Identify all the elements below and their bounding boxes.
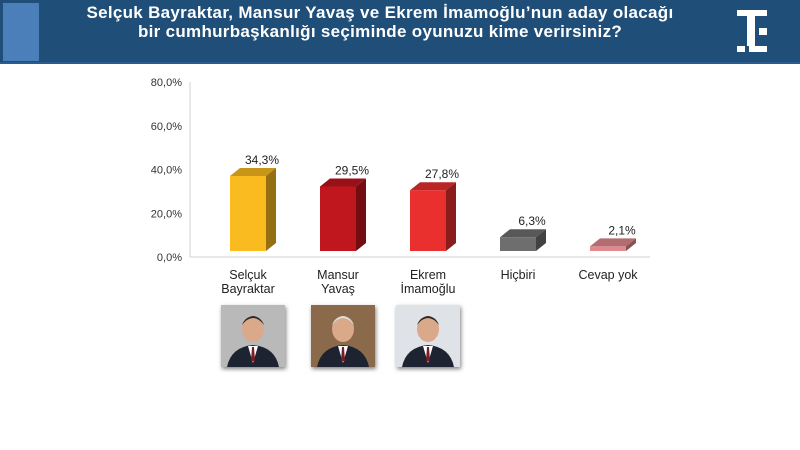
- bar-front-face: [590, 246, 626, 251]
- y-tick-label: 40,0%: [151, 165, 182, 177]
- header-accent-strip: [3, 3, 39, 61]
- bar-front-face: [410, 190, 446, 251]
- y-tick-label: 0,0%: [157, 252, 182, 264]
- bar-top-face: [590, 238, 636, 247]
- y-tick-label: 80,0%: [151, 77, 182, 89]
- header-banner: Selçuk Bayraktar, Mansur Yavaş ve Ekrem …: [0, 0, 800, 64]
- bar-side-face: [266, 167, 276, 251]
- candidate-photo: [311, 305, 375, 367]
- bar-top-face: [500, 229, 546, 238]
- x-tick-label: Mansur: [317, 268, 359, 282]
- bar-front-face: [230, 175, 266, 251]
- x-tick-label: İmamoğlu: [401, 282, 456, 296]
- x-tick-label: Bayraktar: [221, 282, 275, 296]
- x-tick-label: Hiçbiri: [501, 268, 536, 282]
- bar-side-face: [536, 229, 546, 251]
- bar-side-face: [356, 178, 366, 251]
- y-tick-label: 20,0%: [151, 208, 182, 220]
- data-label: 29,5%: [335, 163, 369, 177]
- candidate-photo: [221, 305, 285, 367]
- data-label: 6,3%: [518, 214, 546, 228]
- bar-4: [590, 238, 636, 251]
- bar-side-face: [446, 182, 456, 251]
- bar-top-face: [230, 167, 276, 176]
- bar-3: [500, 229, 546, 251]
- x-tick-label: Yavaş: [321, 282, 355, 296]
- data-label: 2,1%: [608, 223, 636, 237]
- x-tick-label: Selçuk: [229, 268, 267, 282]
- x-tick-label: Ekrem: [410, 268, 446, 282]
- data-label: 34,3%: [245, 153, 279, 167]
- bar-top-face: [320, 178, 366, 187]
- candidate-photo: [396, 305, 460, 367]
- bar-1: [320, 178, 366, 251]
- bar-top-face: [410, 182, 456, 191]
- bar-2: [410, 182, 456, 251]
- y-tick-label: 60,0%: [151, 121, 182, 133]
- bar-front-face: [500, 237, 536, 251]
- bar-side-face: [626, 238, 636, 251]
- bar-0: [230, 167, 276, 251]
- chart-title: Selçuk Bayraktar, Mansur Yavaş ve Ekrem …: [86, 3, 674, 41]
- bar-front-face: [320, 186, 356, 251]
- brand-logo-icon: [737, 10, 767, 52]
- x-tick-label: Cevap yok: [578, 268, 638, 282]
- data-label: 27,8%: [425, 167, 459, 181]
